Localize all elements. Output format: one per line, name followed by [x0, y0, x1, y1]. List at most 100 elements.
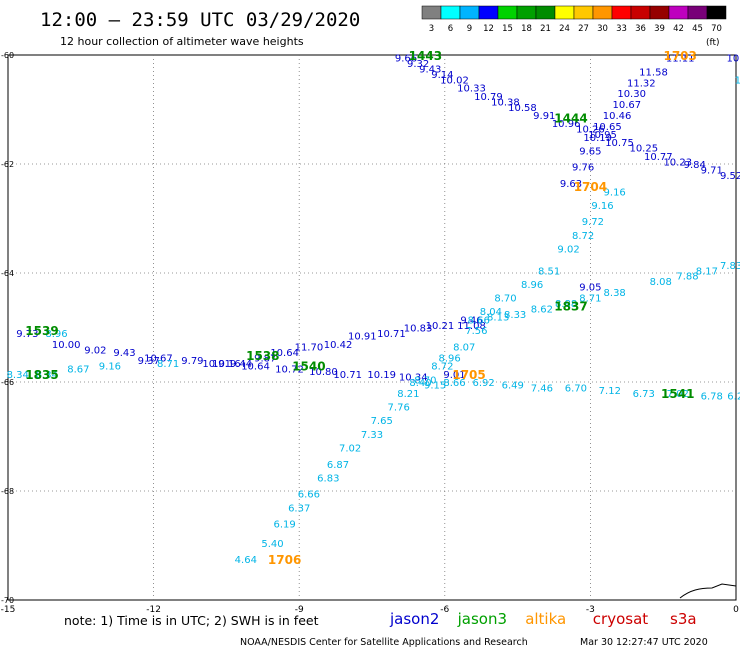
colorbar-swatch	[649, 5, 670, 20]
swh-value-jason2: 9.52	[720, 171, 740, 182]
swh-value-jason2: 9.84	[684, 160, 706, 171]
swh-value-s3a: 8.07	[453, 343, 475, 354]
swh-value-jason2: 10.72	[275, 364, 304, 375]
swh-value-jason2: 10.34	[399, 373, 428, 384]
swh-value-s3a: 7.02	[339, 443, 361, 454]
colorbar-label: 27	[578, 24, 589, 34]
swh-value-s3a: 5.40	[261, 539, 283, 550]
colorbar-swatch	[459, 5, 480, 20]
swh-value-s3a: 8.17	[696, 266, 718, 277]
colorbar-swatch	[554, 5, 575, 20]
swh-value-s3a: 8.51	[538, 266, 560, 277]
swh-value-s3a: 9.16	[591, 201, 613, 212]
pass-time-label: 1444	[554, 112, 587, 126]
swh-value-s3a: 8.38	[604, 288, 626, 299]
swh-value-jason2: 9.14	[431, 70, 453, 81]
footer-note: note: 1) Time is in UTC; 2) SWH is in fe…	[64, 613, 319, 628]
swh-value-jason2: 10.58	[508, 103, 537, 114]
swh-value-s3a: 9.02	[557, 244, 579, 255]
y-tick-label: -66	[1, 378, 14, 387]
swh-value-s3a: 7.65	[371, 416, 393, 427]
swh-value-s3a: 6.83	[317, 473, 339, 484]
colorbar-swatch	[478, 5, 499, 20]
x-tick-label: -6	[440, 605, 449, 615]
colorbar-label: 36	[635, 24, 646, 34]
swh-value-s3a: 6.92	[472, 378, 494, 389]
swh-value-s3a: 8.72	[572, 231, 594, 242]
swh-value-jason2: 10.21	[426, 321, 455, 332]
pass-time-label: 1540	[292, 360, 325, 374]
pass-time-label: 1704	[574, 180, 607, 194]
swh-value-jason2: 10.26	[576, 125, 605, 136]
colorbar-label: 39	[654, 24, 665, 34]
swh-value-s3a: 8.96	[45, 329, 67, 340]
swh-value-jason2: 9.02	[84, 345, 106, 356]
colorbar-label: 30	[597, 24, 608, 34]
y-tick-label: -68	[1, 487, 14, 496]
swh-value-s3a: 8.62	[531, 304, 553, 315]
pass-time-label: 1705	[452, 368, 485, 382]
swh-value-s3a: 12.1	[735, 76, 740, 87]
swh-value-s3a: 8.34	[36, 370, 58, 381]
swh-value-s3a: 7.46	[531, 383, 553, 394]
swh-value-jason2: 9.37	[138, 356, 160, 367]
swh-value-jason2: 10.00	[52, 340, 81, 351]
colorbar-label: 21	[540, 24, 551, 34]
colorbar-label: 15	[502, 24, 513, 34]
colorbar-swatch	[440, 5, 461, 20]
swh-value-jason2: 10.38	[491, 97, 520, 108]
swh-value-jason2: 10.77	[644, 152, 673, 163]
swh-value-jason2: 10.65	[593, 122, 622, 133]
swh-value-s3a: 6.37	[288, 503, 310, 514]
swh-value-s3a: 8.33	[504, 310, 526, 321]
legend-jason2: jason2	[389, 610, 439, 628]
swh-value-s3a: 8.70	[494, 294, 516, 305]
swh-value-jason2: 11.58	[639, 67, 668, 78]
footer-credit: NOAA/NESDIS Center for Satellite Applica…	[240, 637, 528, 648]
swh-value-jason2: 10.67	[612, 100, 641, 111]
coastline-outline	[679, 583, 737, 599]
colorbar-swatch	[611, 5, 632, 20]
y-tick-label: -70	[1, 596, 14, 605]
swh-value-jason2: 10.95	[588, 130, 617, 141]
swh-value-jason2: 9.87	[254, 353, 276, 364]
legend-altika: altika	[525, 610, 566, 628]
pass-time-label: 1538	[246, 349, 279, 363]
swh-value-jason2: 9.65	[579, 146, 601, 157]
swh-value-jason2: 9.05	[579, 283, 601, 294]
x-tick-label: -15	[1, 605, 16, 615]
pass-time-label: 1539	[25, 324, 58, 338]
colorbar-label: 45	[692, 24, 703, 34]
swh-value-jason2: 9.46	[460, 315, 482, 326]
swh-value-jason2: 10.91	[348, 332, 377, 343]
swh-value-jason2: 10.91	[202, 359, 231, 370]
swh-value-s3a: 9.15	[424, 381, 446, 392]
x-tick-label: -9	[295, 605, 304, 615]
colorbar-swatch	[497, 5, 518, 20]
y-tick-label: -62	[1, 160, 14, 169]
colorbar-label: 33	[616, 24, 627, 34]
swh-value-jason2: 10.12	[727, 54, 740, 65]
swh-value-s3a: 8.67	[67, 364, 89, 375]
swh-value-jason2: 10.25	[629, 144, 658, 155]
swh-value-s3a: 8.66	[443, 378, 465, 389]
colorbar-unit: (ft)	[706, 38, 720, 48]
swh-value-s3a: 7.83	[720, 261, 740, 272]
colorbar-swatch	[516, 5, 537, 20]
swh-value-jason2: 10.71	[377, 329, 406, 340]
footer-timestamp: Mar 30 12:27:47 UTC 2020	[580, 637, 708, 648]
colorbar-swatch	[706, 5, 727, 20]
colorbar-swatch	[573, 5, 594, 20]
legend-jason3: jason3	[457, 610, 507, 628]
swh-value-s3a: 8.71	[579, 294, 601, 305]
swh-value-s3a: 8.13	[487, 313, 509, 324]
x-axis-ticks: -15 -12 -9 -6 -3 0	[1, 605, 739, 615]
swh-value-jason2: 10.79	[474, 92, 503, 103]
colorbar-swatch	[630, 5, 651, 20]
swh-value-s3a: 8.66	[468, 315, 490, 326]
swh-value-jason2: 10.67	[144, 353, 173, 364]
swh-value-jason2: 10.33	[457, 84, 486, 95]
x-tick-label: -12	[146, 605, 161, 615]
swh-value-jason2: 9.73	[16, 329, 38, 340]
